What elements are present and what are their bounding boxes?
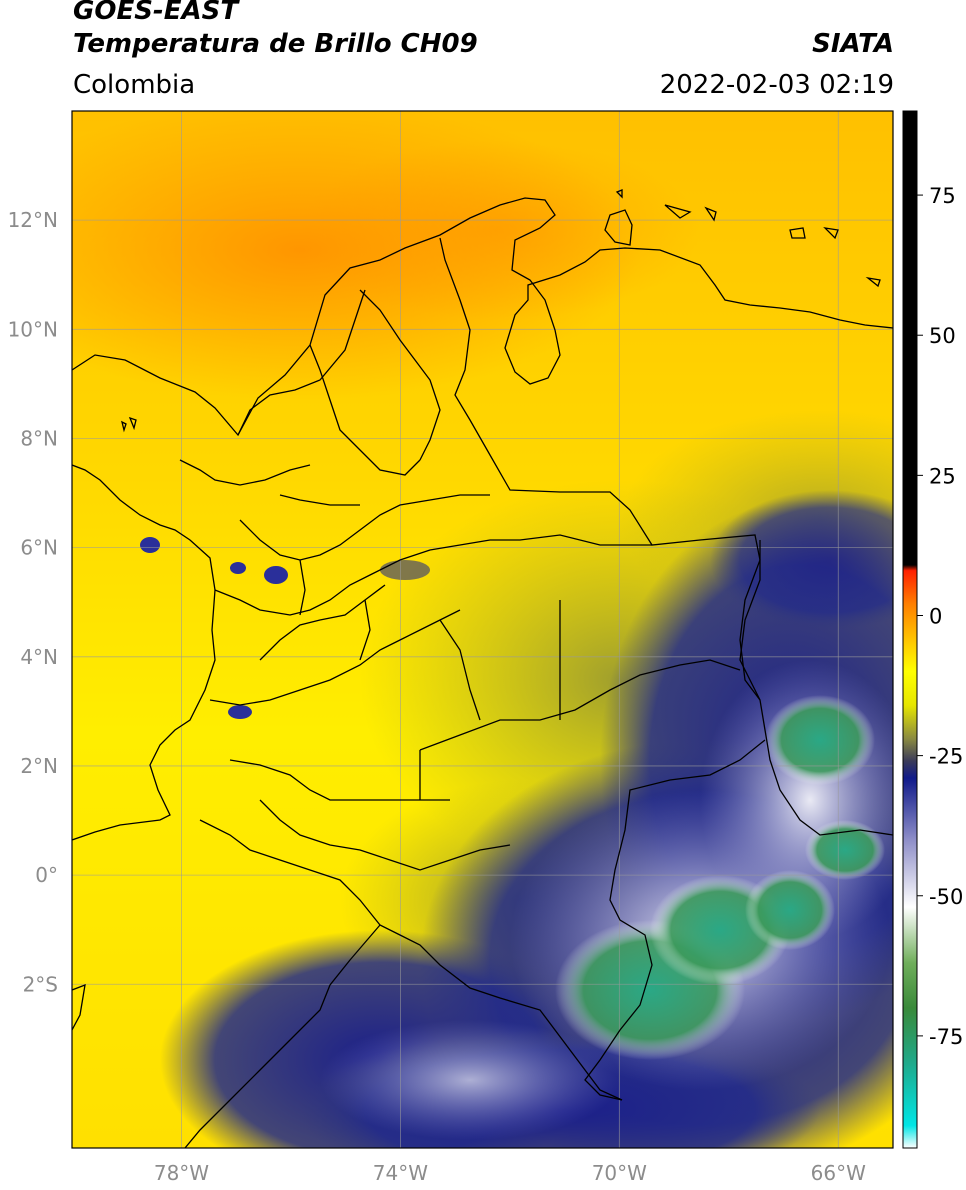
colorbar-tick-label: 25 <box>929 464 956 488</box>
longitude-tick-label: 70°W <box>592 1161 647 1185</box>
organization-label: SIATA <box>812 29 894 59</box>
islands <box>121 189 881 433</box>
peru-coast <box>72 983 86 1031</box>
colorbar-ramp <box>903 111 917 1148</box>
colorbar-tick-label: 75 <box>929 184 956 208</box>
colorbar-tick-label: 50 <box>929 324 956 348</box>
dept-borders-extra <box>179 459 481 721</box>
colorbar-tick-label: -75 <box>929 1025 963 1049</box>
latitude-tick-label: 8°N <box>20 426 58 450</box>
datetime-label: 2022-02-03 02:19 <box>659 70 894 100</box>
longitude-tick-label: 78°W <box>154 1161 209 1185</box>
coastlines-and-borders <box>72 189 893 1148</box>
colorbar-tick-label: 0 <box>929 604 942 628</box>
latitude-tick-label: 0° <box>35 863 58 887</box>
region-label: Colombia <box>73 70 196 100</box>
latitude-tick-label: 2°S <box>23 972 58 996</box>
colorbar-tick-label: -25 <box>929 745 963 769</box>
longitude-tick-label: 66°W <box>811 1161 866 1185</box>
colorbar-tick-label: -50 <box>929 885 963 909</box>
map-frame <box>71 110 894 1149</box>
pacific-coastline <box>72 464 216 841</box>
longitude-tick-label: 74°W <box>373 1161 428 1185</box>
longitude-tick-labels: 78°W 74°W 70°W 66°W <box>154 1161 866 1185</box>
dept-borders-south <box>209 600 561 871</box>
latitude-tick-label: 10°N <box>8 317 58 341</box>
colorbar-ticks: 75 50 25 0 -25 -50 -75 <box>917 184 963 1049</box>
satellite-title: GOES-EAST <box>73 0 239 26</box>
latitude-tick-label: 2°N <box>20 754 58 778</box>
dept-borders-north <box>237 289 441 476</box>
colombia-peru-ecuador-border <box>199 819 623 1101</box>
colombia-brazil-border <box>584 739 766 1101</box>
product-title: Temperatura de Brillo CH09 <box>73 29 478 59</box>
brazil-venezuela-border <box>739 540 761 701</box>
gridlines <box>72 111 893 1148</box>
latitude-tick-label: 6°N <box>20 536 58 560</box>
latitude-tick-labels: 12°N 10°N 8°N 6°N 4°N 2°N 0° 2°S <box>8 208 58 996</box>
latitude-tick-label: 4°N <box>20 645 58 669</box>
venezuela-inner-border <box>419 659 741 751</box>
latitude-tick-label: 12°N <box>8 208 58 232</box>
colombia-venezuela-border <box>439 237 893 836</box>
satellite-image <box>72 111 893 1148</box>
ecuador-peru-border <box>184 924 381 1148</box>
colorbar-frame <box>902 110 918 1149</box>
caribbean-coastline <box>72 197 893 437</box>
colorbar: 75 50 25 0 -25 -50 -75 <box>902 110 963 1149</box>
